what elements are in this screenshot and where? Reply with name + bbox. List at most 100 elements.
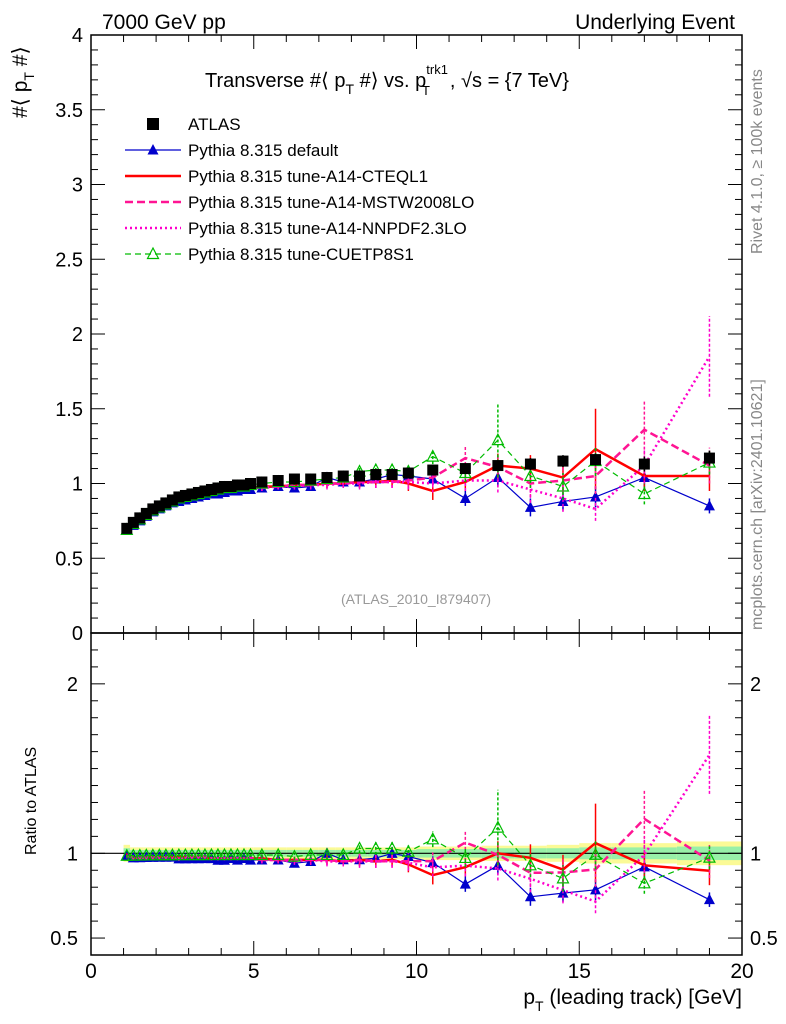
ratio-point xyxy=(304,847,318,861)
data-point xyxy=(305,473,317,485)
ratio-point xyxy=(255,847,269,861)
legend-label: Pythia 8.315 tune-A14-MSTW2008LO xyxy=(188,193,474,212)
data-point xyxy=(524,458,536,470)
y-tick-label-main: 0 xyxy=(72,623,83,645)
ratio-panel-frame xyxy=(90,632,743,956)
ratio-point xyxy=(172,847,186,861)
ratio-point xyxy=(271,847,285,861)
ratio-point xyxy=(224,847,238,861)
analysis-watermark: (ATLAS_2010_I879407) xyxy=(341,591,491,607)
ratio-point xyxy=(589,847,603,860)
ratio-point xyxy=(590,883,602,895)
data-point xyxy=(492,460,504,472)
ratio-point xyxy=(426,832,440,845)
ratio-point xyxy=(369,841,383,854)
data-point xyxy=(218,480,230,492)
mcplots-label: mcplots.cern.ch [arXiv:2401.10621] xyxy=(749,379,766,630)
data-point xyxy=(173,491,185,503)
ratio-point xyxy=(523,858,537,871)
data-point xyxy=(238,479,250,491)
y-axis-label-main: #⟨ pT #⟩ xyxy=(9,46,37,118)
data-point xyxy=(272,475,284,487)
data-point xyxy=(199,485,211,497)
y-tick-label-main: 1 xyxy=(72,474,83,496)
ratio-plot-series xyxy=(120,715,716,914)
ratio-point xyxy=(556,871,570,884)
data-point xyxy=(127,516,139,528)
legend-label: Pythia 8.315 tune-A14-CTEQL1 xyxy=(188,167,428,186)
ratio-point xyxy=(458,850,472,864)
legend-marker-atlas xyxy=(147,118,159,130)
ratio-point xyxy=(385,841,399,854)
data-point xyxy=(179,489,191,501)
data-point xyxy=(321,472,333,484)
x-tick-label: 20 xyxy=(730,960,753,983)
data-point xyxy=(192,486,204,498)
legend: ATLAS Pythia 8.315 default Pythia 8.315 tu… xyxy=(125,115,474,264)
legend-label: Pythia 8.315 tune-A14-NNPDF2.3LO xyxy=(188,219,467,238)
legend-label: ATLAS xyxy=(188,115,241,134)
ratio-point xyxy=(146,848,160,861)
header-right: Underlying Event xyxy=(575,11,735,34)
ratio-point xyxy=(198,847,212,861)
y-tick-label-ratio: 2 xyxy=(67,674,78,696)
y-tick-label-main: 1.5 xyxy=(55,399,83,421)
data-point xyxy=(205,483,217,495)
data-point xyxy=(703,499,715,511)
data-point xyxy=(590,490,602,502)
data-point xyxy=(557,455,569,467)
ratio-point xyxy=(320,847,334,861)
data-point xyxy=(637,486,651,500)
x-tick-label: 5 xyxy=(248,960,260,983)
ratio-point xyxy=(237,847,251,861)
legend-label: Pythia 8.315 default xyxy=(188,141,339,160)
legend-marker xyxy=(146,246,160,260)
y-tick-label-ratio-right: 1 xyxy=(750,843,761,865)
y-tick-label-main: 3 xyxy=(72,175,83,197)
ratio-point xyxy=(244,847,257,861)
series-line xyxy=(126,428,711,531)
x-tick-label: 15 xyxy=(568,960,591,983)
ratio-point xyxy=(702,850,716,863)
data-point xyxy=(166,494,178,506)
data-point xyxy=(459,463,471,475)
ratio-point xyxy=(459,878,471,889)
data-point xyxy=(354,470,366,482)
data-point xyxy=(288,473,300,485)
data-point xyxy=(703,452,715,464)
y-tick-label-ratio: 1 xyxy=(67,843,78,865)
ratio-point xyxy=(637,876,651,889)
y-tick-label-ratio-right: 2 xyxy=(750,674,761,696)
data-point xyxy=(638,458,650,470)
ratio-point xyxy=(178,847,192,861)
y-tick-label-main: 2.5 xyxy=(55,249,83,271)
data-point xyxy=(337,470,349,482)
data-point xyxy=(402,467,414,479)
ratio-point xyxy=(491,820,505,833)
ratio-point xyxy=(336,847,350,861)
legend-marker xyxy=(147,144,159,155)
data-point xyxy=(590,454,602,466)
x-tick-label: 10 xyxy=(405,960,428,983)
data-point xyxy=(244,478,256,489)
ratio-point xyxy=(211,847,225,861)
ratio-point xyxy=(287,849,301,862)
ratio-point xyxy=(204,847,218,861)
data-point xyxy=(160,497,172,509)
ratio-point xyxy=(165,847,179,861)
ratio-point xyxy=(217,847,231,861)
ratio-point xyxy=(139,848,153,861)
series-line xyxy=(126,355,711,531)
data-point xyxy=(121,522,133,534)
data-point xyxy=(370,469,382,481)
data-point xyxy=(231,479,243,491)
data-point xyxy=(212,482,224,494)
ratio-point xyxy=(401,844,415,857)
ratio-point xyxy=(120,848,134,861)
data-point xyxy=(524,501,536,512)
ratio-point xyxy=(126,848,140,861)
data-point xyxy=(426,449,440,462)
data-point xyxy=(556,479,570,492)
y-tick-label-ratio: 0.5 xyxy=(50,928,78,950)
data-point xyxy=(459,492,471,503)
